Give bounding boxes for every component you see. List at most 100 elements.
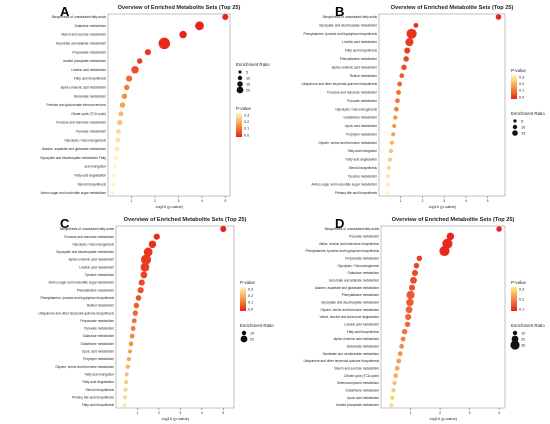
size-legend-value: 10 xyxy=(521,331,525,335)
panel-title: Overview of Enriched Metabolite Sets (To… xyxy=(391,5,514,11)
data-point xyxy=(392,380,397,386)
data-point xyxy=(126,75,133,82)
category-label: Glyoxylate and dicarboxylate metabolism xyxy=(319,23,377,27)
data-point xyxy=(122,395,128,400)
data-point xyxy=(140,271,148,279)
size-legend-dot xyxy=(240,335,248,343)
panel-label: A xyxy=(60,4,70,19)
data-point xyxy=(140,254,152,265)
size-legend-value: 10 xyxy=(250,331,254,335)
x-tick-label: 1 xyxy=(400,199,402,203)
color-legend-tick: 0.1 xyxy=(519,307,524,311)
category-label: Ubiquinone and other terpenoid-quinone b… xyxy=(302,82,378,86)
size-legend-dot xyxy=(512,130,518,136)
data-point xyxy=(144,49,151,56)
data-point xyxy=(222,13,229,21)
data-point xyxy=(386,165,391,170)
category-label: Propanoate metabolism xyxy=(80,319,114,323)
data-point xyxy=(143,247,153,257)
data-point xyxy=(220,225,227,233)
category-label: Lipoic acid metabolism xyxy=(82,350,115,354)
category-label: Phenylalanine, tyrosine and tryptophan b… xyxy=(303,32,377,36)
x-tick-label: 1 xyxy=(131,199,133,203)
category-label: Citrate cycle (TCA cycle) xyxy=(71,112,106,116)
data-point xyxy=(388,149,394,154)
category-label: Phenylalanine metabolism xyxy=(77,288,115,292)
category-label: Inositol phosphate metabolism xyxy=(63,59,106,63)
data-point xyxy=(397,351,403,357)
x-tick-label: 2 xyxy=(158,411,160,415)
category-label: Porphyrin metabolism xyxy=(346,132,377,136)
category-label: Porphyrin metabolism xyxy=(83,357,114,361)
size-legend-value: 20 xyxy=(246,88,250,92)
data-point xyxy=(403,56,409,62)
color-legend-tick: 0.0 xyxy=(248,307,253,311)
data-point xyxy=(385,182,390,187)
category-label: alpha-Linolenic acid metabolism xyxy=(61,86,107,90)
data-point xyxy=(153,233,160,240)
x-tick-label: 2 xyxy=(422,199,424,203)
data-point xyxy=(406,28,417,39)
data-point xyxy=(114,146,120,152)
category-label: Retinol metabolism xyxy=(87,304,114,308)
color-legend-tick: 0.1 xyxy=(248,301,253,305)
color-legend-tick: 0.3 xyxy=(519,287,524,291)
data-point xyxy=(390,395,395,400)
category-label: Galactose metabolism xyxy=(347,271,379,275)
panel-c: C Overview of Enriched Metabolite Sets (T… xyxy=(39,216,275,421)
category-label: Butanoate metabolism xyxy=(347,344,379,348)
color-legend-tick: 0.2 xyxy=(519,297,524,301)
data-point xyxy=(116,128,121,134)
color-legend-tick: 0.1 xyxy=(519,89,524,93)
category-label: Glutathione metabolism xyxy=(346,388,380,392)
data-point xyxy=(138,279,145,286)
category-label: Retinol metabolism xyxy=(350,74,377,78)
panel-title: Overview of Enriched Metabolite Sets (To… xyxy=(118,5,241,11)
x-tick-label: 3 xyxy=(443,199,445,203)
category-label: Fatty acid biosynthesis xyxy=(82,403,115,407)
data-point xyxy=(399,343,405,349)
x-tick-label: 3 xyxy=(177,199,179,203)
x-tick-label: 5 xyxy=(487,199,489,203)
size-legend-dot xyxy=(236,86,244,94)
x-tick-label: 5 xyxy=(222,411,224,415)
x-tick-label: 1 xyxy=(137,411,139,415)
category-label: Pentose and glucuronate interconversions xyxy=(46,103,106,107)
x-tick-label: 3 xyxy=(179,411,181,415)
data-point xyxy=(119,102,126,108)
category-label: Butanoate metabolism xyxy=(74,94,106,98)
data-point xyxy=(389,402,394,408)
category-label: Fatty acid biosynthesis xyxy=(345,49,378,53)
category-label: Glycine, serine and threonine metabolism xyxy=(320,308,379,312)
category-label: Steroid biosynthesis xyxy=(77,182,106,186)
x-axis-label: -log10 (p-value) xyxy=(161,416,190,421)
category-label: Galactose metabolism xyxy=(82,334,114,338)
data-point xyxy=(137,287,144,294)
category-label: Fructose and mannose metabolism xyxy=(56,121,106,125)
panel-title: Overview of Enriched Metabolite Sets (To… xyxy=(392,217,515,223)
category-label: Glycolysis / Gluconeogenesis xyxy=(337,264,379,268)
category-label: Alanine, aspartate and glutamate metabol… xyxy=(42,147,106,151)
x-tick-label: 4 xyxy=(201,411,203,415)
size-legend-value: 15 xyxy=(521,131,525,135)
color-legend-tick: 0.2 xyxy=(248,294,253,298)
category-label: Pyruvate metabolism xyxy=(347,99,377,103)
x-tick-label: 3 xyxy=(469,411,471,415)
x-tick-label: 1 xyxy=(410,411,412,415)
data-point xyxy=(130,326,136,331)
category-label: Steroid biosynthesis xyxy=(348,166,377,170)
data-point xyxy=(386,174,391,179)
category-label: Galactose metabolism xyxy=(74,24,106,28)
size-legend-title: Enrichment Ratio xyxy=(236,62,270,67)
category-label: Pyruvate metabolism xyxy=(76,130,106,134)
category-label: Linoleic acid metabolism xyxy=(71,68,106,72)
category-label: Fatty acid degradation xyxy=(345,158,377,162)
x-tick-label: 5 xyxy=(224,199,226,203)
data-point xyxy=(118,111,124,117)
category-label: Linoleic acid metabolism xyxy=(79,265,114,269)
size-legend-dot xyxy=(237,81,243,87)
data-point xyxy=(140,262,150,272)
category-label: Nicotinate and nicotinamide metabolism xyxy=(323,352,380,356)
size-legend-title: Enrichment Ratio xyxy=(240,323,274,328)
data-point xyxy=(401,64,407,71)
